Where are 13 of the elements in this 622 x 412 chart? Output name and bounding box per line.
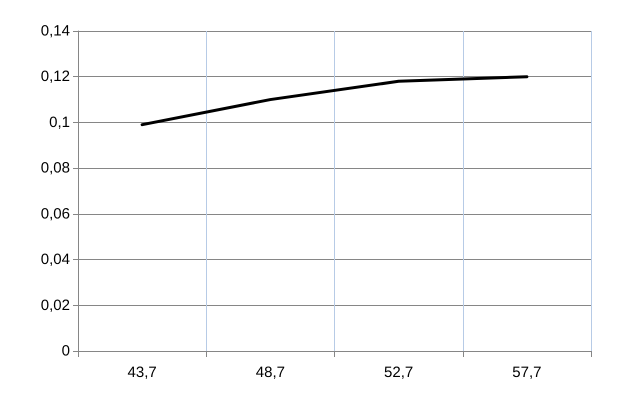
line-series bbox=[140, 75, 528, 126]
x-tick-label: 48,7 bbox=[256, 364, 285, 381]
y-tick-label: 0,12 bbox=[40, 68, 70, 86]
y-tick-label: 0,02 bbox=[40, 296, 70, 314]
y-tick-label: 0,04 bbox=[40, 251, 70, 268]
y-tick-label: 0,08 bbox=[40, 160, 70, 177]
x-tick-label: 52,7 bbox=[384, 364, 414, 381]
y-tick-label: 0,14 bbox=[40, 22, 70, 40]
x-tick-label: 57,7 bbox=[512, 364, 542, 381]
x-tick-label: 43,7 bbox=[128, 364, 157, 381]
y-tick-label: 0,06 bbox=[40, 205, 70, 222]
y-tick-label: 0,1 bbox=[49, 114, 70, 131]
y-tick-label: 0 bbox=[62, 342, 70, 360]
